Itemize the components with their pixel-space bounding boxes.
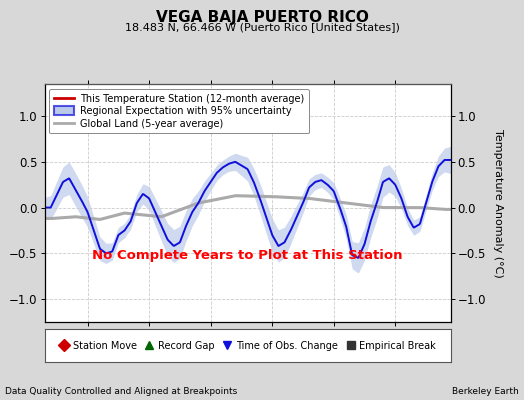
Text: No Complete Years to Plot at This Station: No Complete Years to Plot at This Statio… [92,249,403,262]
Text: Berkeley Earth: Berkeley Earth [452,387,519,396]
Y-axis label: Temperature Anomaly (°C): Temperature Anomaly (°C) [493,129,503,277]
Text: 18.483 N, 66.466 W (Puerto Rico [United States]): 18.483 N, 66.466 W (Puerto Rico [United … [125,22,399,32]
Text: VEGA BAJA PUERTO RICO: VEGA BAJA PUERTO RICO [156,10,368,25]
Text: Data Quality Controlled and Aligned at Breakpoints: Data Quality Controlled and Aligned at B… [5,387,237,396]
Legend: Station Move, Record Gap, Time of Obs. Change, Empirical Break: Station Move, Record Gap, Time of Obs. C… [55,337,440,354]
Legend: This Temperature Station (12-month average), Regional Expectation with 95% uncer: This Temperature Station (12-month avera… [49,89,309,134]
